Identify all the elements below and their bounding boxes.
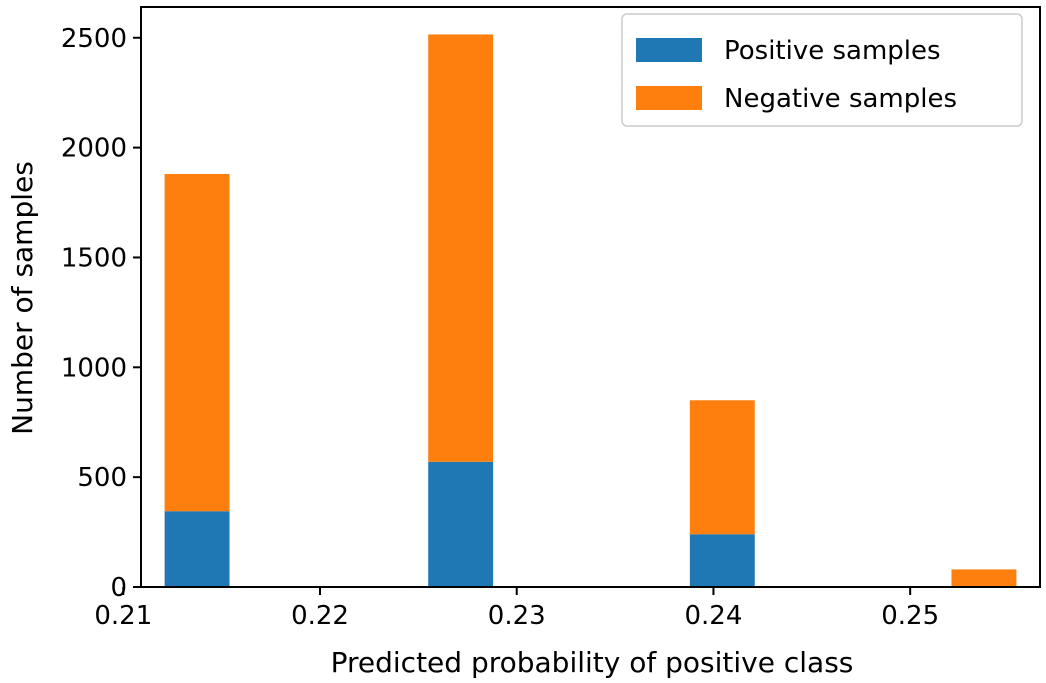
y-tick-label: 2000 (61, 134, 127, 164)
legend-box (621, 13, 1023, 127)
x-tick-label: 0.25 (881, 601, 939, 631)
axes-spines (140, 6, 1041, 588)
bar-negative-3 (951, 569, 1017, 587)
x-tick-label: 0.23 (488, 601, 546, 631)
y-tick-label: 500 (77, 463, 127, 493)
legend-label-negative: Negative samples (724, 84, 957, 114)
bars-group (164, 34, 1017, 587)
legend-swatch-positive (636, 38, 702, 62)
y-tick-label: 0 (110, 573, 127, 603)
y-axis-title: Number of samples (6, 161, 39, 435)
x-tick-label: 0.21 (94, 601, 152, 631)
x-ticks: 0.21 0.22 0.23 0.24 0.25 (94, 587, 939, 631)
legend-label-positive: Positive samples (724, 36, 941, 66)
y-tick-label: 2500 (61, 24, 127, 54)
x-tick-label: 0.24 (685, 601, 743, 631)
legend-swatch-negative (636, 86, 702, 110)
y-tick-label: 1000 (61, 353, 127, 383)
bar-positive-1 (428, 461, 494, 587)
bar-positive-2 (689, 534, 755, 587)
plot-frame (140, 6, 1041, 588)
bar-negative-1 (428, 34, 494, 462)
bar-negative-0 (164, 173, 230, 512)
x-tick-label: 0.22 (291, 601, 349, 631)
bar-negative-2 (689, 400, 755, 535)
legend: Positive samples Negative samples (621, 13, 1023, 127)
bar-positive-0 (164, 511, 230, 587)
y-ticks: 0 500 1000 1500 2000 2500 (61, 24, 141, 603)
x-axis-title: Predicted probability of positive class (331, 646, 854, 679)
y-tick-label: 1500 (61, 243, 127, 273)
